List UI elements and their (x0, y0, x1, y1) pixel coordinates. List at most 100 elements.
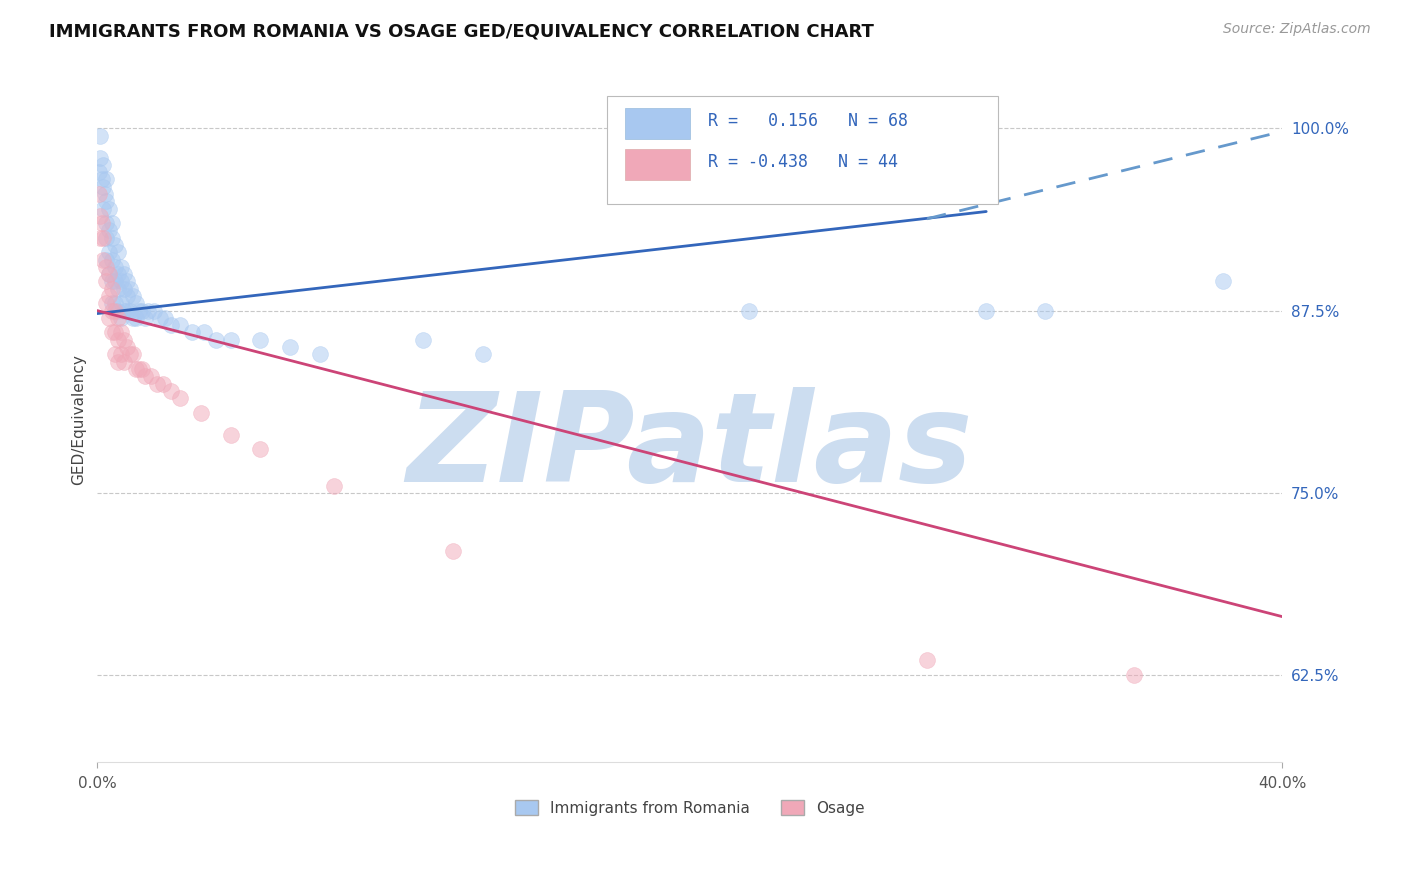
Point (94, 187, 117, 202)
Point (90, 216, 112, 230)
Point (118, 347, 141, 361)
Point (125, 296, 148, 310)
Point (131, 303, 153, 318)
Point (134, 310, 156, 325)
Point (91, 252, 114, 267)
Point (115, 289, 138, 303)
Point (738, 303, 761, 318)
Point (91, 231, 114, 245)
Point (974, 303, 997, 318)
Point (1123, 668, 1146, 682)
Point (122, 347, 145, 361)
Point (249, 333, 271, 347)
Point (98, 310, 121, 325)
Point (96, 275, 118, 289)
Point (91, 158, 114, 172)
Point (101, 282, 124, 296)
Point (169, 318, 191, 333)
Point (125, 362, 148, 376)
Point (155, 310, 177, 325)
Point (101, 303, 124, 318)
Point (110, 310, 132, 325)
Point (107, 282, 129, 296)
Point (118, 303, 141, 318)
Point (96, 194, 118, 209)
Point (308, 347, 330, 361)
Point (98, 289, 121, 303)
Point (91, 202, 114, 216)
Point (110, 347, 132, 361)
Point (101, 216, 124, 230)
Point (125, 310, 148, 325)
Point (160, 318, 183, 333)
Point (89, 128, 111, 143)
FancyBboxPatch shape (607, 96, 998, 204)
Point (128, 362, 150, 376)
Point (107, 354, 129, 368)
Point (249, 442, 271, 456)
Point (98, 245, 121, 260)
Point (139, 369, 162, 384)
Point (89, 151, 111, 165)
Point (122, 310, 145, 325)
Legend: Immigrants from Romania, Osage: Immigrants from Romania, Osage (508, 792, 872, 823)
Point (148, 310, 170, 325)
Point (104, 303, 127, 318)
Point (104, 260, 127, 274)
Bar (624, 108, 690, 139)
Point (219, 333, 242, 347)
Point (87, 187, 110, 202)
Point (1035, 303, 1057, 318)
Y-axis label: GED/Equivalency: GED/Equivalency (72, 354, 86, 485)
Point (128, 303, 150, 318)
Point (112, 267, 135, 281)
Point (98, 202, 121, 216)
Point (89, 209, 111, 223)
Point (104, 296, 127, 310)
Point (131, 362, 153, 376)
Point (915, 653, 938, 667)
Point (323, 478, 346, 492)
Point (112, 303, 135, 318)
Point (98, 267, 121, 281)
Point (115, 340, 138, 354)
Point (115, 275, 138, 289)
Point (193, 326, 215, 340)
Point (471, 347, 494, 361)
Point (98, 223, 121, 237)
Point (104, 238, 127, 252)
Point (1212, 275, 1234, 289)
Point (107, 333, 129, 347)
Point (96, 260, 118, 274)
Point (115, 303, 138, 318)
Point (112, 354, 135, 368)
Point (96, 172, 118, 186)
Point (101, 275, 124, 289)
Point (152, 376, 174, 391)
Point (89, 231, 111, 245)
Point (107, 310, 129, 325)
Text: ZIPatlas: ZIPatlas (406, 387, 973, 508)
Point (96, 216, 118, 230)
Text: IMMIGRANTS FROM ROMANIA VS OSAGE GED/EQUIVALENCY CORRELATION CHART: IMMIGRANTS FROM ROMANIA VS OSAGE GED/EQU… (49, 22, 875, 40)
Text: Source: ZipAtlas.com: Source: ZipAtlas.com (1223, 22, 1371, 37)
Point (96, 231, 118, 245)
Text: R = -0.438   N = 44: R = -0.438 N = 44 (707, 153, 897, 170)
Point (107, 303, 129, 318)
Point (134, 369, 156, 384)
Point (219, 427, 242, 442)
Point (101, 326, 124, 340)
Point (110, 275, 132, 289)
Point (441, 544, 464, 558)
Point (136, 303, 159, 318)
Point (104, 326, 127, 340)
Point (96, 296, 118, 310)
Point (87, 165, 110, 179)
Point (142, 303, 165, 318)
Point (104, 347, 127, 361)
Point (101, 252, 124, 267)
Point (90, 172, 112, 186)
Point (112, 333, 135, 347)
Point (91, 179, 114, 194)
Point (107, 245, 129, 260)
